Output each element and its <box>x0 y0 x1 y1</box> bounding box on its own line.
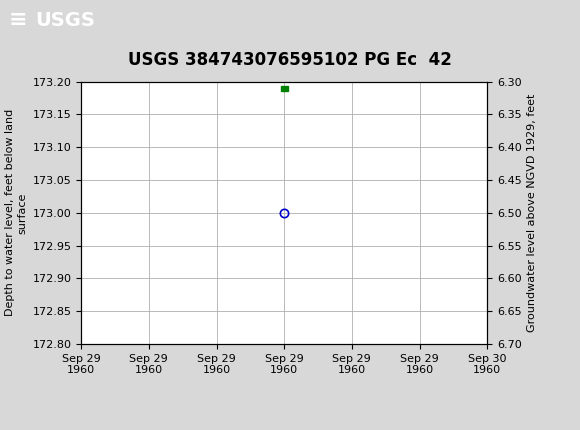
Bar <box>281 86 288 91</box>
Text: USGS 384743076595102 PG Ec  42: USGS 384743076595102 PG Ec 42 <box>128 51 452 69</box>
Y-axis label: Depth to water level, feet below land
surface: Depth to water level, feet below land su… <box>5 109 27 316</box>
Text: USGS: USGS <box>35 11 95 30</box>
Y-axis label: Groundwater level above NGVD 1929, feet: Groundwater level above NGVD 1929, feet <box>527 94 537 332</box>
Text: ≡: ≡ <box>9 10 27 31</box>
